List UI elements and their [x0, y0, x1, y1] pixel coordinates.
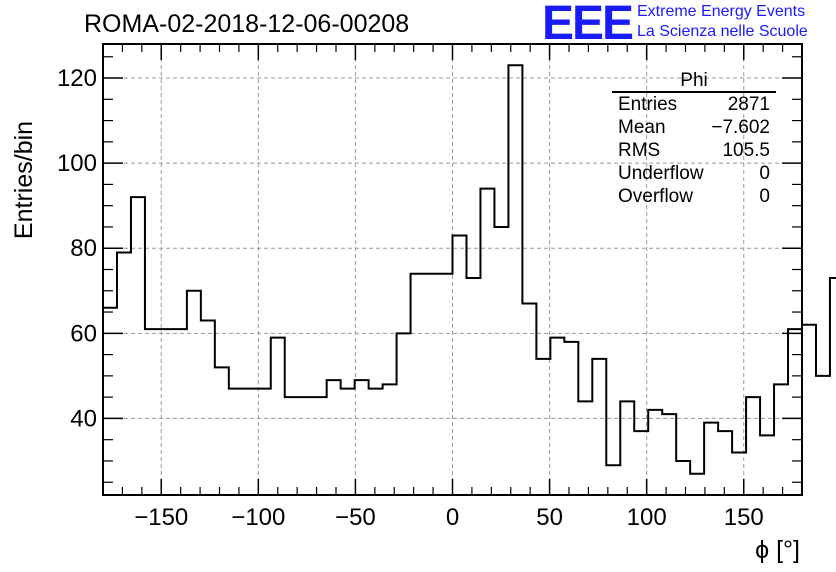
y-tick-label: 60 — [70, 320, 97, 347]
x-tick-label: 100 — [627, 504, 667, 531]
logo-caption: Extreme Energy Events La Scienza nelle S… — [637, 2, 808, 42]
y-axis-ticks: 40 60 80 100 120 — [57, 56, 802, 483]
stats-title: Phi — [612, 70, 776, 93]
y-tick-label: 100 — [57, 150, 97, 177]
stats-box: Phi Entries 2871 Mean −7.602 RMS 105.5 Underfl… — [612, 70, 776, 208]
run-title: ROMA-02-2018-12-06-00208 — [84, 10, 410, 38]
x-tick-label: 0 — [446, 504, 459, 531]
stats-row-entries: Entries 2871 — [612, 93, 776, 116]
stats-row-underflow: Underflow 0 — [612, 162, 776, 185]
stats-row-mean: Mean −7.602 — [612, 116, 776, 139]
stats-value: 0 — [759, 186, 770, 207]
stats-label: Entries — [618, 94, 678, 115]
x-tick-label: −50 — [335, 504, 376, 531]
y-axis-label: Entries/bin — [10, 121, 38, 239]
stats-value: 105.5 — [722, 140, 770, 161]
x-tick-label: 50 — [536, 504, 563, 531]
y-tick-label: 80 — [70, 235, 97, 262]
logo-caption-line2: La Scienza nelle Scuole — [637, 23, 808, 40]
stats-value: 2871 — [727, 94, 770, 115]
y-tick-label: 40 — [70, 405, 97, 432]
y-tick-label: 120 — [57, 65, 97, 92]
stats-label: RMS — [618, 140, 661, 161]
histogram-series-line — [103, 64, 836, 475]
stats-row-overflow: Overflow 0 — [612, 185, 776, 208]
stats-label: Overflow — [618, 186, 693, 207]
stats-label: Mean — [618, 117, 666, 138]
stats-rows: Entries 2871 Mean −7.602 RMS 105.5 Underflow 0 O… — [612, 93, 776, 208]
x-axis-ticks: −150 −100 −50 0 50 100 150 — [121, 44, 784, 531]
x-tick-label: −100 — [231, 504, 285, 531]
stats-value: −7.602 — [711, 117, 770, 138]
stats-row-rms: RMS 105.5 — [612, 139, 776, 162]
stats-value: 0 — [759, 163, 770, 184]
logo-caption-line1: Extreme Energy Events — [637, 3, 806, 20]
stats-label: Underflow — [618, 163, 704, 184]
x-tick-label: 150 — [724, 504, 764, 531]
x-axis-label: ϕ [°] — [755, 536, 800, 564]
eee-logo: EEE — [542, 0, 634, 50]
x-tick-label: −150 — [134, 504, 188, 531]
